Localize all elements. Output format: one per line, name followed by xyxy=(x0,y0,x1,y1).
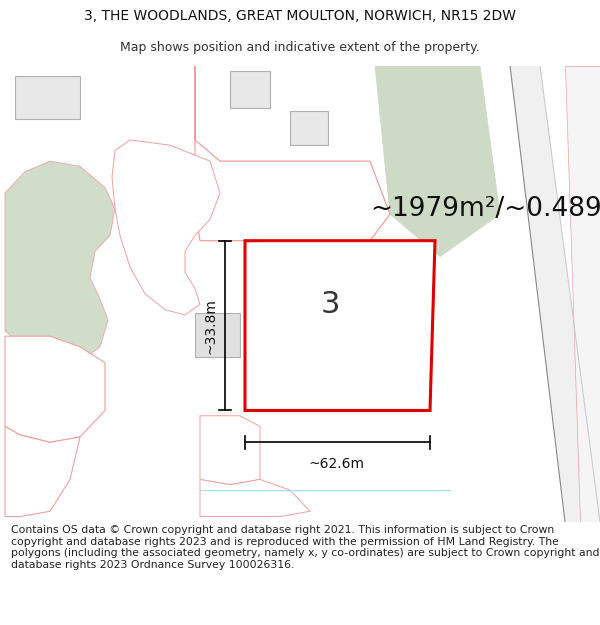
Bar xyxy=(230,71,270,108)
Text: ~62.6m: ~62.6m xyxy=(309,456,365,471)
Polygon shape xyxy=(5,426,80,517)
Bar xyxy=(15,76,80,119)
Polygon shape xyxy=(565,66,600,522)
Bar xyxy=(310,208,342,236)
Polygon shape xyxy=(510,66,600,522)
Bar xyxy=(195,313,240,358)
Polygon shape xyxy=(112,140,220,315)
Text: Map shows position and indicative extent of the property.: Map shows position and indicative extent… xyxy=(120,41,480,54)
Bar xyxy=(290,111,328,145)
Polygon shape xyxy=(200,416,260,485)
Text: ~1979m²/~0.489ac.: ~1979m²/~0.489ac. xyxy=(370,196,600,222)
Text: Contains OS data © Crown copyright and database right 2021. This information is : Contains OS data © Crown copyright and d… xyxy=(11,525,599,570)
Text: 3, THE WOODLANDS, GREAT MOULTON, NORWICH, NR15 2DW: 3, THE WOODLANDS, GREAT MOULTON, NORWICH… xyxy=(84,9,516,23)
Polygon shape xyxy=(375,66,500,257)
Text: ~33.8m: ~33.8m xyxy=(203,298,217,354)
Bar xyxy=(255,320,293,357)
Polygon shape xyxy=(245,241,435,411)
Polygon shape xyxy=(162,177,200,214)
Polygon shape xyxy=(195,66,390,241)
Polygon shape xyxy=(5,336,105,442)
Polygon shape xyxy=(200,479,310,517)
Text: 3: 3 xyxy=(320,290,340,319)
Polygon shape xyxy=(5,161,115,362)
